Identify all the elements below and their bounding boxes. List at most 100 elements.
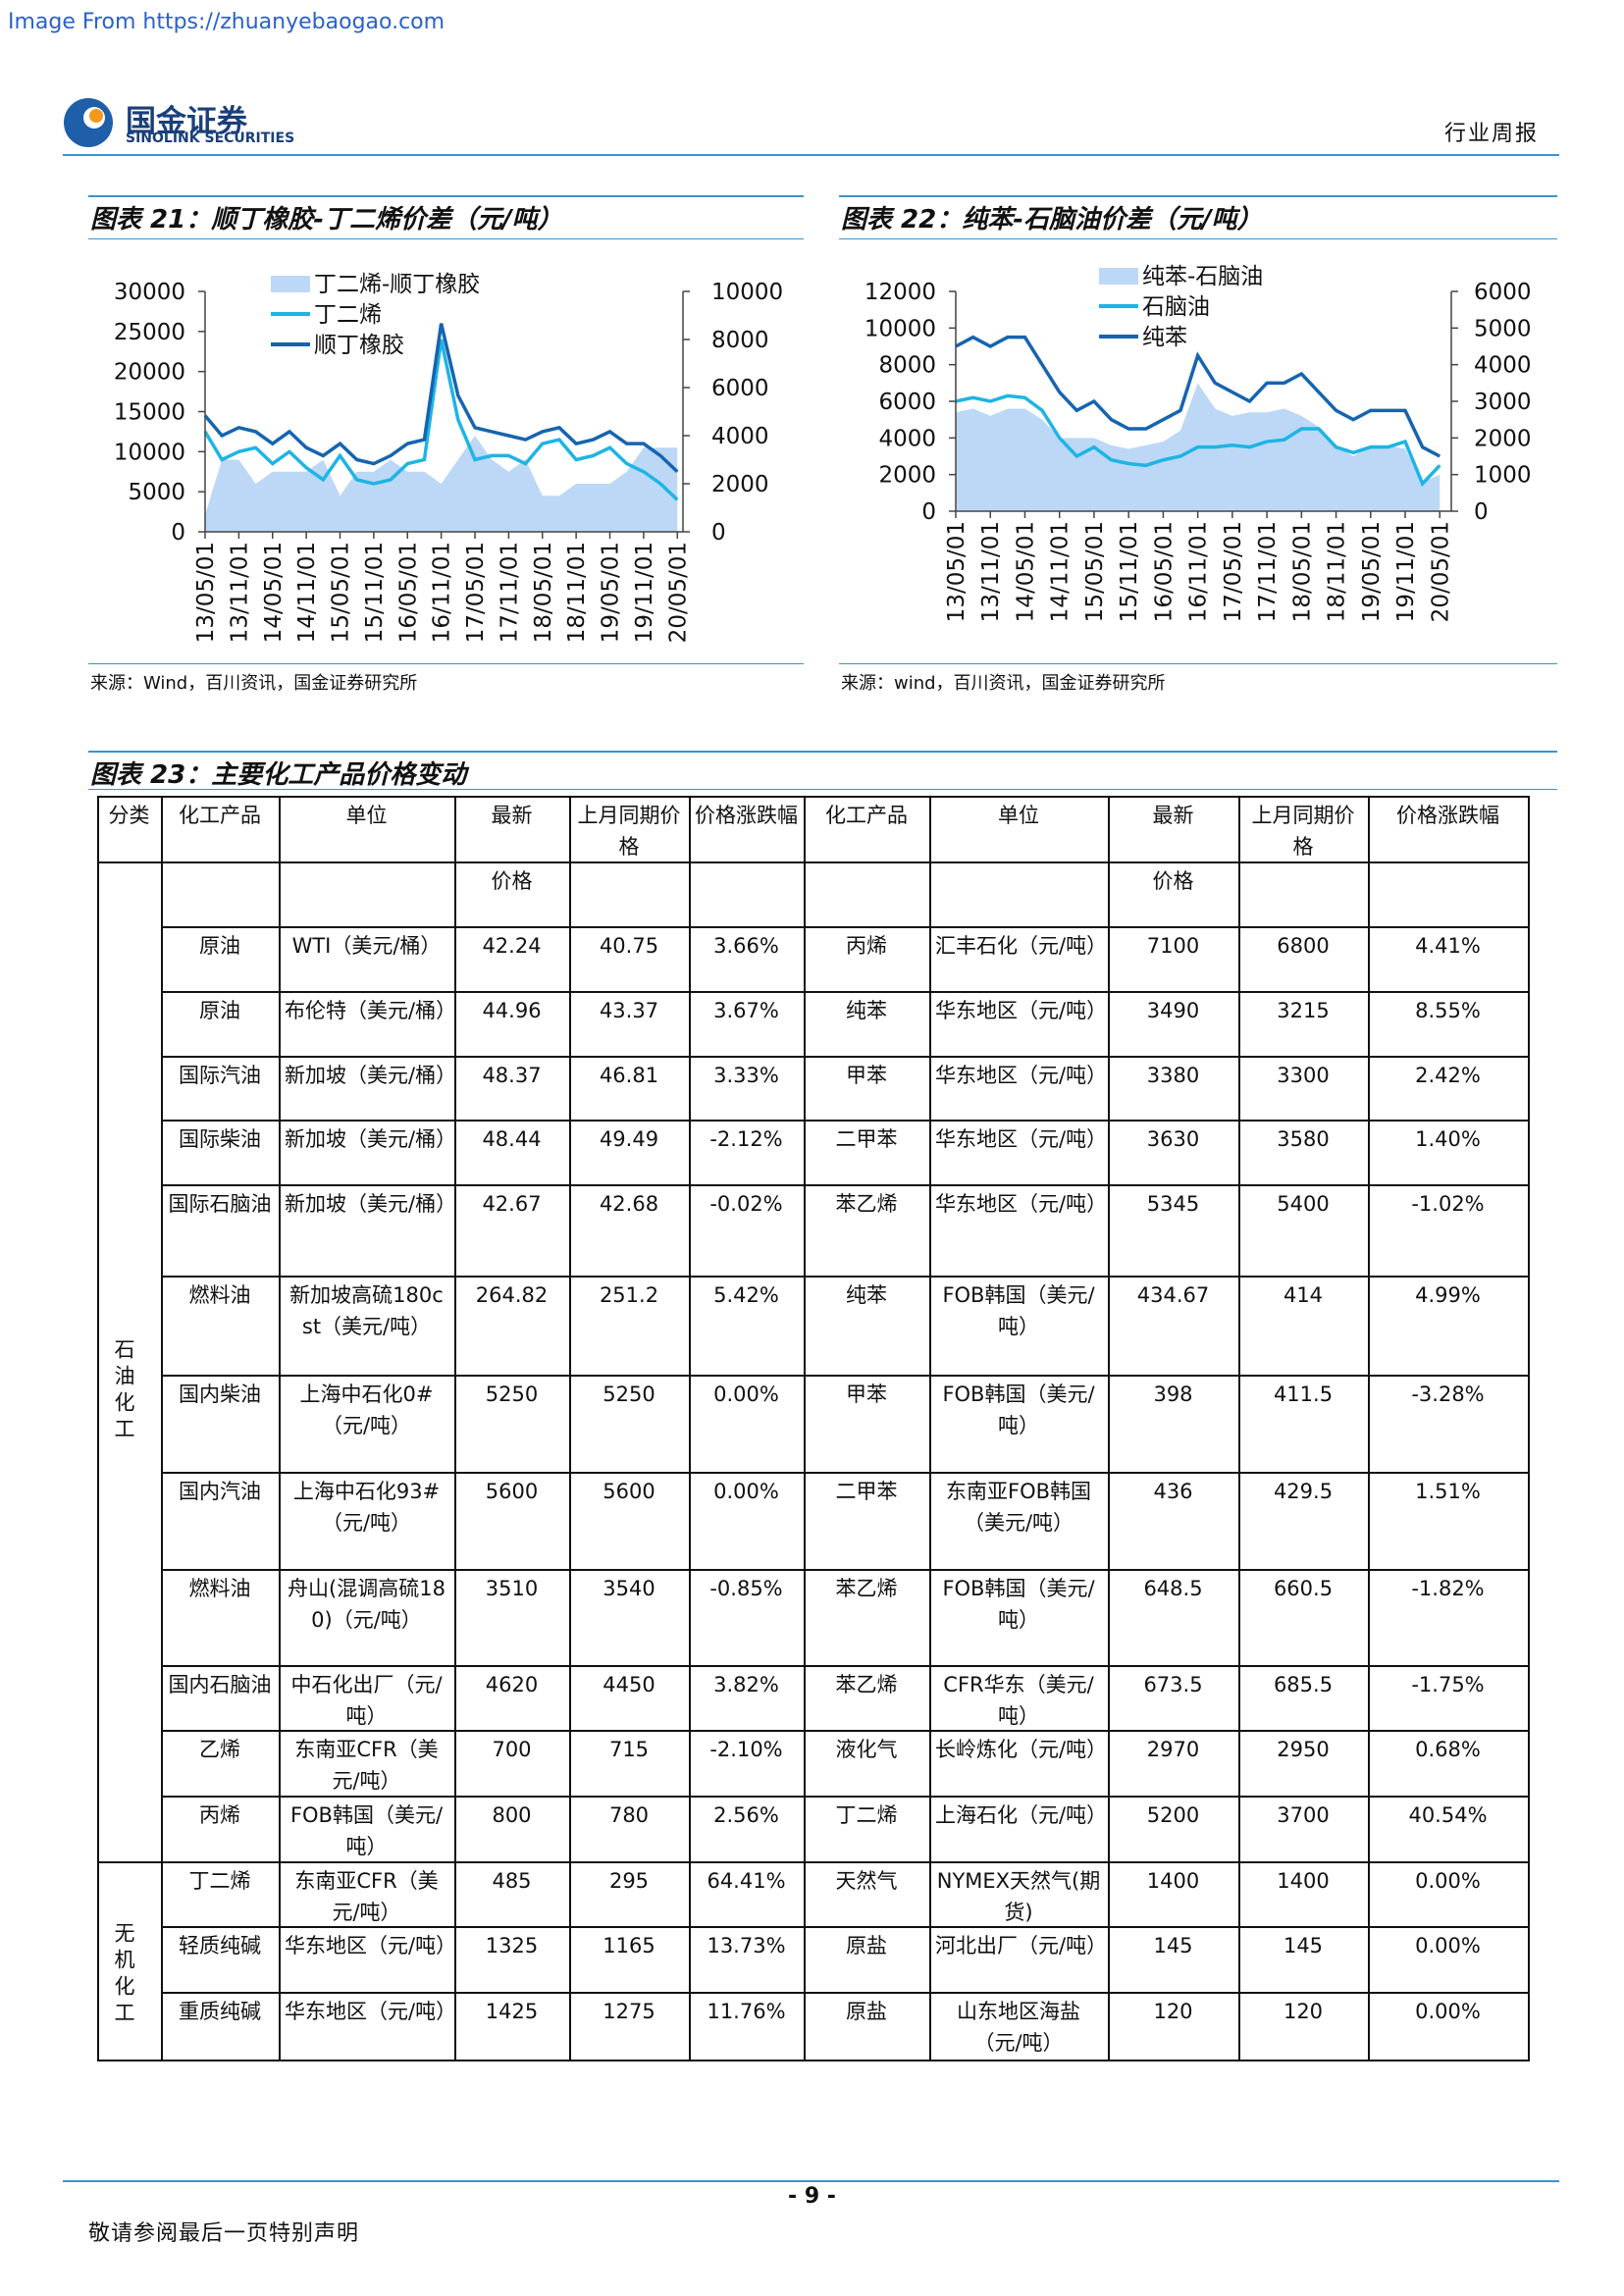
table-cell: -1.02% <box>1368 1184 1530 1278</box>
chart: 0 5000 10000 15000 20000 25000 30000 0 2000 4000 6… <box>114 272 783 643</box>
x-tick-label: 15/05/01 <box>329 542 354 643</box>
table-cell: 舟山(混调高硫180)（元/吨） <box>279 1569 456 1667</box>
table-cell: 43.37 <box>569 991 691 1058</box>
table-cell: 2970 <box>1108 1730 1240 1798</box>
x-tick-label: 19/11/01 <box>1393 521 1419 622</box>
table-cell: 华东地区（元/吨） <box>929 1056 1110 1122</box>
table-cell: 纯苯 <box>804 991 931 1058</box>
table-cell: 中石化出厂（元/吨） <box>279 1665 456 1732</box>
table-cell: 120 <box>1108 1992 1240 2061</box>
legend-label: 丁二烯-顺丁橡胶 <box>314 272 480 297</box>
table-cell: 天然气 <box>804 1861 931 1928</box>
x-tick-label: 14/11/01 <box>294 542 320 643</box>
chart-source: 来源：Wind，百川资讯，国金证券研究所 <box>90 673 418 694</box>
table-cell: 120 <box>1238 1992 1370 2061</box>
table-cell: 重质纯碱 <box>161 1992 281 2061</box>
y2-tick-label: 10000 <box>711 280 783 305</box>
x-tick-label: 19/05/01 <box>599 542 624 643</box>
table-frame <box>97 796 1528 2060</box>
table-cell <box>804 861 931 928</box>
table-cell <box>929 861 1110 928</box>
table-cell: 3540 <box>569 1569 691 1667</box>
x-tick-label: 17/05/01 <box>463 542 489 643</box>
table-cell: 1400 <box>1108 1861 1240 1928</box>
x-tick-label: 16/11/01 <box>430 542 455 643</box>
table-cell: -3.28% <box>1368 1375 1530 1474</box>
table-cell: 单位 <box>929 796 1110 863</box>
source-rule <box>839 663 1557 664</box>
table-cell: 414 <box>1238 1276 1370 1377</box>
table-cell: 8.55% <box>1368 991 1530 1058</box>
table-cell: -2.10% <box>689 1730 806 1798</box>
table-cell: 13.73% <box>689 1926 806 1994</box>
table-cell: 715 <box>569 1730 691 1798</box>
table-cell: 华东地区（元/吨） <box>279 1926 456 1994</box>
table-cell: 1.40% <box>1368 1120 1530 1186</box>
x-tick-label: 16/05/01 <box>1151 521 1177 622</box>
table-cell: 1165 <box>569 1926 691 1994</box>
table-cell: NYMEX天然气(期货) <box>929 1861 1110 1928</box>
legend-label: 纯苯-石脑油 <box>1142 264 1263 289</box>
table-cell: 800 <box>454 1796 571 1863</box>
legend-label: 纯苯 <box>1142 325 1187 350</box>
header-rule <box>63 154 1559 156</box>
table-cell: 新加坡（美元/桶） <box>279 1184 456 1278</box>
table-cell: 液化气 <box>804 1730 931 1798</box>
table-cell: 1275 <box>569 1992 691 2061</box>
table-cell: 山东地区海盐（元/吨） <box>929 1992 1110 2061</box>
table-cell: 5.42% <box>689 1276 806 1377</box>
y2-tick-label: 2000 <box>1474 426 1532 451</box>
table-cell: 价格涨跌幅 <box>689 796 806 863</box>
y2-tick-label: 2000 <box>711 472 769 497</box>
x-tick-label: 17/11/01 <box>497 542 522 643</box>
line <box>955 393 1441 488</box>
x-tick-label: 18/05/01 <box>531 542 556 643</box>
table-cell: 乙烯 <box>161 1730 281 1798</box>
table-cell <box>161 861 281 928</box>
x-tick-label: 18/11/01 <box>1325 521 1350 622</box>
table-cell: 丙烯 <box>161 1796 281 1863</box>
table-cell: 化工产品 <box>804 796 931 863</box>
table-cell: 1.51% <box>1368 1472 1530 1571</box>
table-cell: 单位 <box>279 796 456 863</box>
table-cell: 国内石脑油 <box>161 1665 281 1732</box>
table-cell: 44.96 <box>454 991 571 1058</box>
table-title: 图表 23：主要化工产品价格变动 <box>90 760 467 790</box>
table-cell: -0.85% <box>689 1569 806 1667</box>
y2-tick-label: 4000 <box>1474 353 1532 379</box>
x-tick-label: 14/05/01 <box>1013 521 1038 622</box>
table-cell: 燃料油 <box>161 1569 281 1667</box>
table-cell: 1325 <box>454 1926 571 1994</box>
x-tick-label: 14/11/01 <box>1048 521 1074 622</box>
disclaimer: 敬请参阅最后一页特别声明 <box>88 2221 360 2246</box>
chart-title: 图表 21：顺丁橡胶-丁二烯价差（元/吨） <box>90 205 563 235</box>
table-cell: 国际柴油 <box>161 1120 281 1186</box>
table-cell: 7100 <box>1108 926 1240 993</box>
table-cell: 5400 <box>1238 1184 1370 1278</box>
y2-tick-label: 3000 <box>1474 390 1532 415</box>
title-rule <box>88 751 1557 753</box>
table-cell: 0.00% <box>689 1472 806 1571</box>
table-cell: 甲苯 <box>804 1056 931 1122</box>
table-cell: 国际石脑油 <box>161 1184 281 1278</box>
source-rule <box>88 663 804 664</box>
table-cell: 新加坡高硫180cst（美元/吨） <box>279 1276 456 1377</box>
table-cell: 145 <box>1238 1926 1370 1994</box>
y-tick-label: 10000 <box>114 440 185 465</box>
x-tick-label: 13/05/01 <box>944 521 969 622</box>
table-cell: 长岭炼化（元/吨） <box>929 1730 1110 1798</box>
table-cell: 5600 <box>454 1472 571 1571</box>
logo-subtext: SINOLINK SECURITIES <box>126 130 295 146</box>
x-tick-label: 17/11/01 <box>1255 521 1281 622</box>
y-tick-label: 6000 <box>878 390 936 415</box>
table-cell: 0.68% <box>1368 1730 1530 1798</box>
table-cell: 295 <box>569 1861 691 1928</box>
table-cell: 5600 <box>569 1472 691 1571</box>
table-cell: 甲苯 <box>804 1375 931 1474</box>
table-cell: FOB韩国（美元/吨） <box>279 1796 456 1863</box>
title-rule <box>88 238 804 239</box>
logo-icon <box>64 98 113 147</box>
table-cell: 东南亚CFR（美元/吨） <box>279 1730 456 1798</box>
table-cell: 丁二烯 <box>161 1861 281 1928</box>
x-tick-label: 19/05/01 <box>1359 521 1385 622</box>
